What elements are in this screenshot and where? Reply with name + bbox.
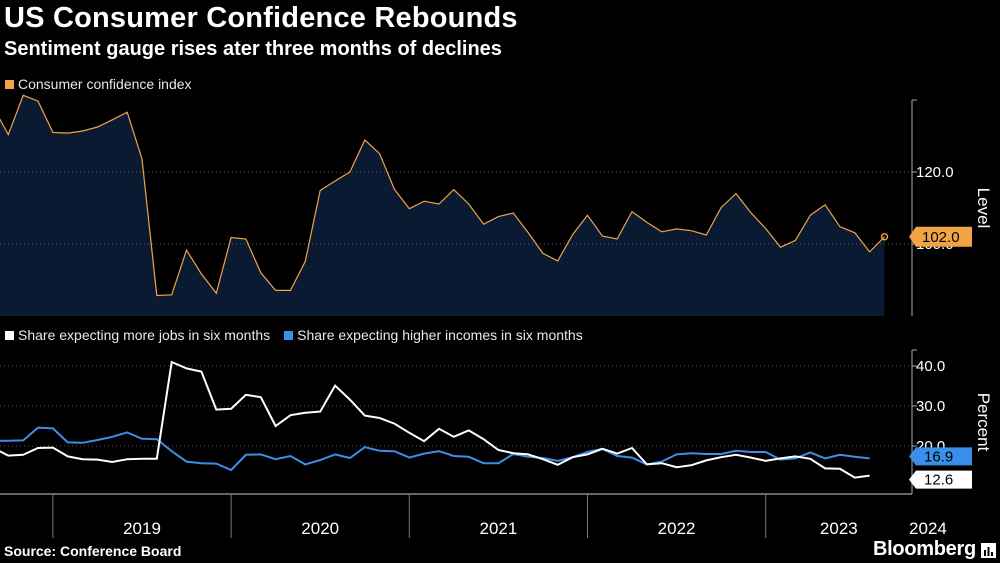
source-note: Source: Conference Board (4, 543, 182, 559)
confidence-area (0, 95, 885, 316)
x-tick-label: 2022 (658, 519, 696, 538)
top-y-tick-label: 120.0 (916, 164, 954, 181)
legend-swatch-incomes (284, 330, 294, 340)
x-tick-label: 2019 (123, 519, 161, 538)
brand-mark-icon (981, 543, 996, 558)
bottom-y-tick-label: 40.0 (916, 358, 945, 375)
legend-label-confidence: Consumer confidence index (18, 76, 192, 92)
chart-subtitle: Sentiment gauge rises ater three months … (4, 38, 502, 60)
top-legend: Consumer confidence index (5, 76, 192, 92)
bottom-y-tick-label: 30.0 (916, 398, 945, 415)
legend-swatch-jobs (5, 330, 14, 340)
jobs-last-value-label: 12.6 (924, 472, 953, 489)
jobs-line (0, 360, 870, 479)
legend-label-incomes: Share expecting higher incomes in six mo… (297, 327, 583, 343)
chart-title: US Consumer Confidence Rebounds (4, 2, 518, 34)
incomes-last-value-box (909, 447, 972, 466)
brand-logo: Bloomberg (873, 538, 976, 560)
jobs-last-value-box (909, 470, 972, 489)
bottom-y-axis-title: Percent (974, 393, 993, 452)
confidence-last-point (880, 233, 889, 241)
top-y-axis-title: Level (974, 188, 993, 229)
x-tick-label: 2024 (909, 519, 947, 538)
confidence-last-value-label: 102.0 (922, 229, 960, 246)
x-tick-label: 2021 (479, 519, 517, 538)
confidence-last-value-box (909, 226, 972, 247)
confidence-line (0, 94, 885, 297)
legend-label-jobs: Share expecting more jobs in six months (18, 327, 271, 343)
legend-swatch-confidence (5, 79, 14, 89)
bottom-legend: Share expecting more jobs in six months … (5, 327, 597, 343)
x-tick-label: 2023 (820, 519, 858, 538)
incomes-line (0, 426, 870, 472)
incomes-last-value-label: 16.9 (924, 448, 953, 465)
x-tick-label: 2020 (301, 519, 339, 538)
